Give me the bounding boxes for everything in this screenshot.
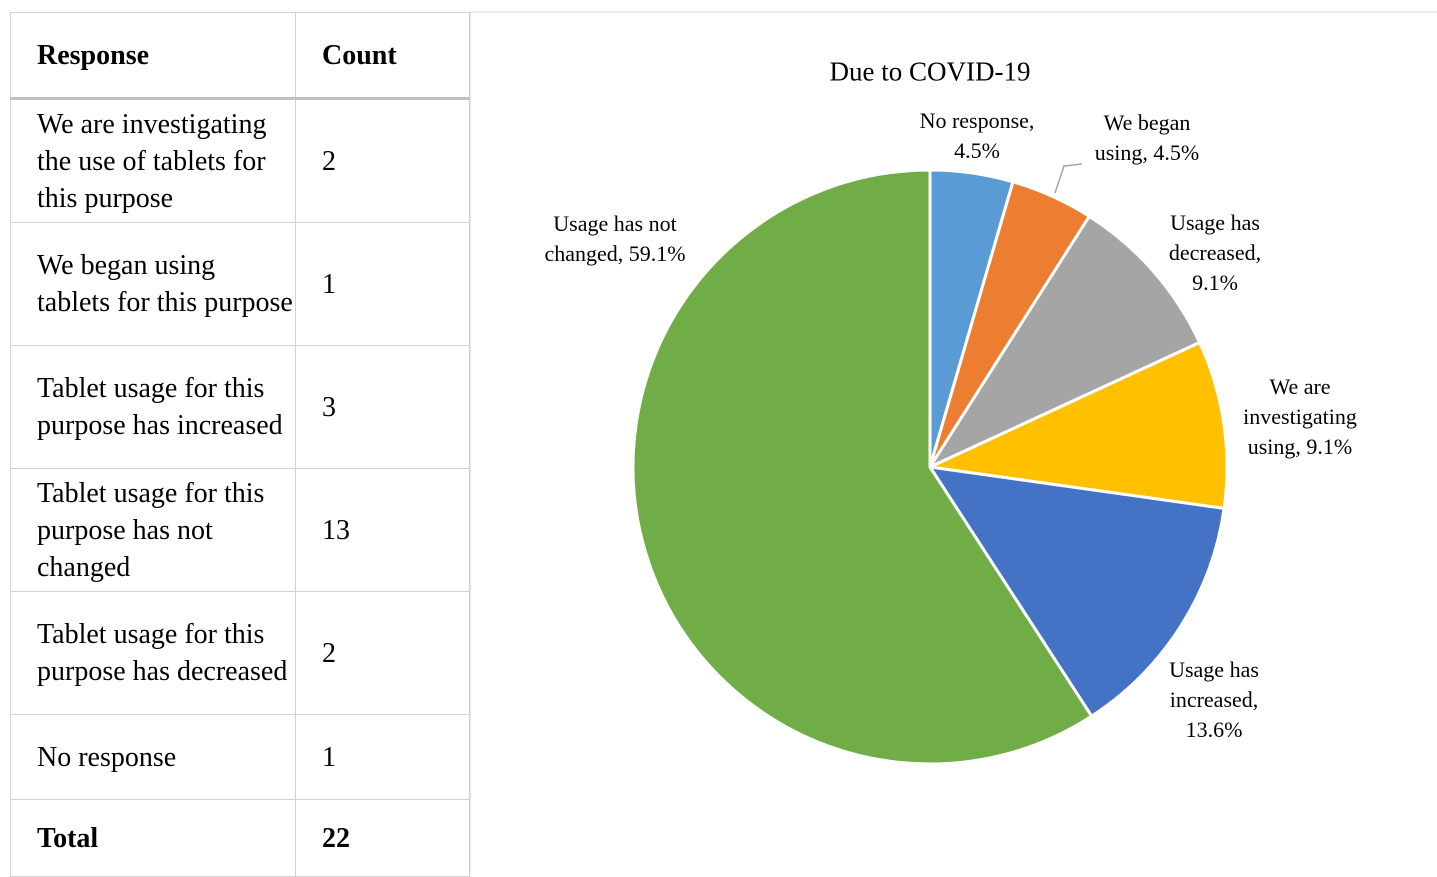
chart-title: Due to COVID-19	[829, 56, 1031, 87]
header-cell: Count	[295, 12, 470, 100]
table-cell: 13	[295, 468, 470, 592]
response-table: Response Count We are investigating the …	[10, 12, 470, 877]
table-row: No response 1	[10, 714, 470, 800]
slice-label: Usage has decreased, 9.1%	[1168, 210, 1262, 295]
table-cell: 3	[295, 345, 470, 469]
table-cell: Total	[10, 799, 296, 877]
table-row: Tablet usage for this purpose has decrea…	[10, 591, 470, 715]
header-cell: Response	[10, 12, 296, 100]
pie-slice	[926, 214, 1202, 471]
slice-label: We began using, 4.5%	[1094, 110, 1200, 165]
slice-label: No response, 4.5%	[919, 108, 1035, 163]
table-cell: 2	[295, 591, 470, 715]
table-cell: 1	[295, 222, 470, 346]
table-row: We began using tablets for this purpose 1	[10, 222, 470, 346]
table-cell: We began using tablets for this purpose	[10, 222, 296, 346]
slice-label: We are investigating using, 9.1%	[1243, 374, 1357, 459]
pie-slice	[926, 465, 1226, 719]
table-cell: Tablet usage for this purpose has increa…	[10, 345, 296, 469]
slice-label: Usage has not changed, 59.1%	[544, 211, 686, 266]
header-row: Response Count	[10, 12, 470, 100]
table-row: Total 22	[10, 799, 470, 877]
pie-slice	[924, 340, 1229, 511]
table-cell: Tablet usage for this purpose has decrea…	[10, 591, 296, 715]
table-row: Tablet usage for this purpose has increa…	[10, 345, 470, 469]
table-cell: No response	[10, 714, 296, 800]
table-row: We are investigating the use of tablets …	[10, 98, 470, 223]
leader-line	[1054, 163, 1083, 194]
table-cell: We are investigating the use of tablets …	[10, 98, 296, 223]
table-cell: 22	[295, 799, 470, 877]
table-cell: 1	[295, 714, 470, 800]
table-cell: Tablet usage for this purpose has not ch…	[10, 468, 296, 592]
table-row: Tablet usage for this purpose has not ch…	[10, 468, 470, 592]
slice-label: Usage has increased, 13.6%	[1169, 657, 1259, 742]
pie-slice	[631, 168, 1094, 766]
